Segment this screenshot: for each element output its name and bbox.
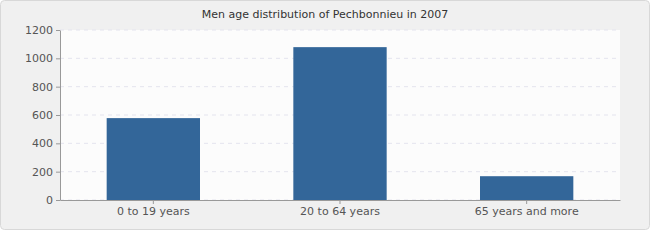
grid-line [60, 30, 620, 31]
tick-label: 20 to 64 years [300, 205, 380, 218]
tick-label: 1200 [25, 24, 53, 37]
tick-mark [56, 87, 60, 88]
tick: 0 to 19 years [117, 200, 190, 218]
tick-mark [56, 143, 60, 144]
tick: 800 [32, 81, 60, 94]
tick-mark [56, 30, 60, 31]
tick: 0 [46, 194, 60, 207]
tick-label: 1000 [25, 52, 53, 65]
bars [107, 47, 574, 200]
tick-label: 200 [32, 166, 53, 179]
tick-mark [153, 200, 154, 204]
tick: 20 to 64 years [300, 200, 380, 218]
tick: 1000 [25, 52, 60, 65]
tick: 600 [32, 109, 60, 122]
tick: 400 [32, 137, 60, 150]
tick-mark [56, 115, 60, 116]
title: Men age distribution of Pechbonnieu in 2… [202, 8, 449, 21]
tick: 1200 [25, 24, 60, 37]
tick-mark [56, 200, 60, 201]
background [1, 1, 650, 230]
chart: Men age distribution of Pechbonnieu in 2… [0, 0, 650, 230]
tick-mark [340, 200, 341, 204]
axis-line [60, 31, 61, 201]
tick: 65 years and more [475, 200, 579, 218]
y-axis: 0 200 400 600 800 1000 1200 [25, 24, 61, 207]
bar [107, 118, 200, 200]
grid [60, 30, 620, 200]
plot-background [60, 30, 620, 200]
bar [480, 176, 573, 200]
tick-label: 0 [46, 194, 53, 207]
tick-label: 65 years and more [475, 205, 579, 218]
plot: 0 200 400 600 800 1000 1200 0 to 19 years 20 to … [25, 24, 621, 218]
tick-label: 400 [32, 137, 53, 150]
tick-mark [526, 200, 527, 204]
tick: 200 [32, 166, 60, 179]
tick-label: 600 [32, 109, 53, 122]
bar [293, 47, 386, 200]
x-axis: 0 to 19 years 20 to 64 years 65 years and … [61, 200, 621, 218]
tick-label: 800 [32, 81, 53, 94]
tick-label: 0 to 19 years [117, 205, 190, 218]
tick-mark [56, 172, 60, 173]
tick-mark [56, 58, 60, 59]
